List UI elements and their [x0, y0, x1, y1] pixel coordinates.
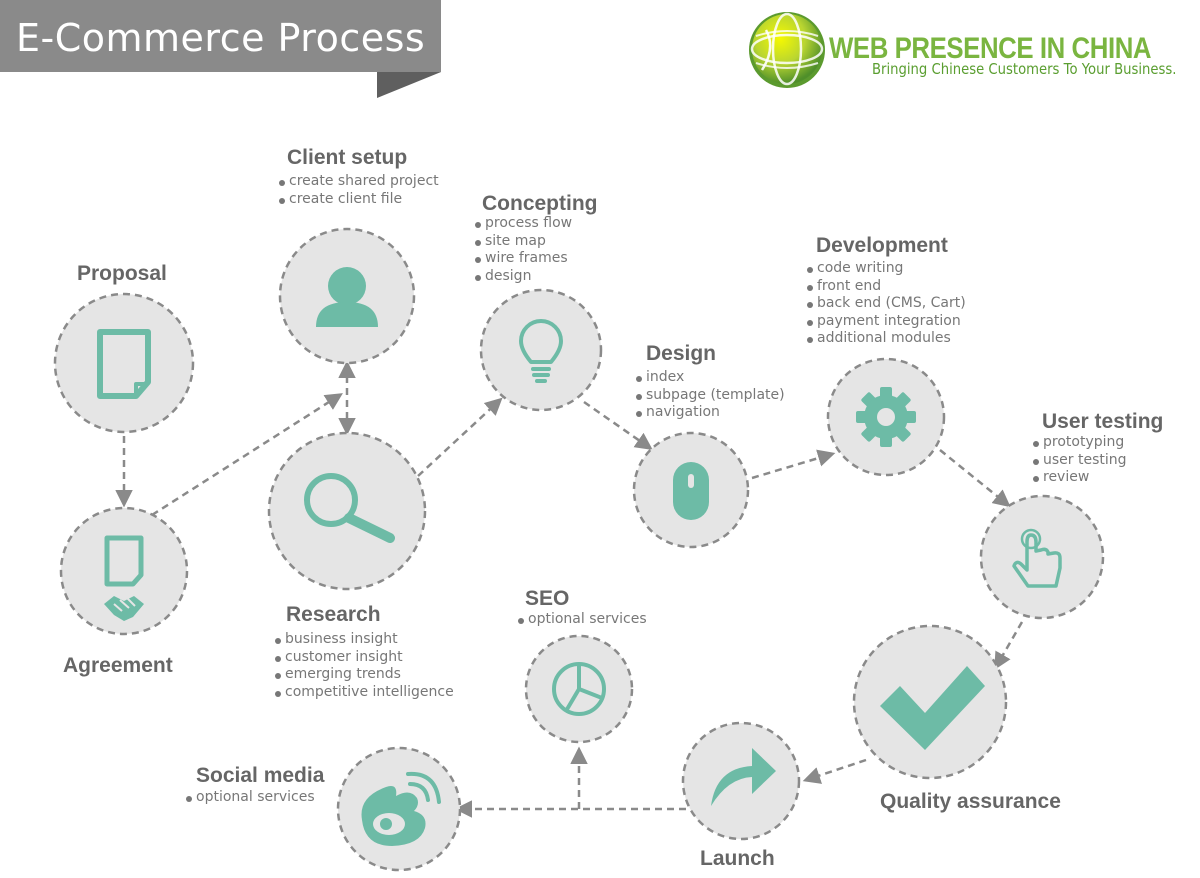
document-icon	[97, 329, 151, 399]
list-item: user testing	[1033, 452, 1127, 470]
research-title: Research	[286, 603, 381, 626]
design-title: Design	[646, 342, 717, 365]
list-item: review	[1033, 469, 1127, 487]
connector-qa-launch	[802, 758, 867, 784]
agreement-circle	[59, 506, 189, 636]
header-banner	[0, 0, 441, 72]
seo-title: SEO	[525, 587, 570, 610]
list-item: optional services	[186, 789, 315, 807]
user-testing-circle	[979, 494, 1105, 620]
design-list: index subpage (template) navigation	[636, 369, 785, 422]
list-item: front end	[807, 278, 966, 296]
social-media-title: Social media	[196, 764, 325, 787]
gear-icon	[856, 387, 916, 447]
list-item: code writing	[807, 260, 966, 278]
checkmark-icon	[880, 666, 985, 750]
logo-name: WEB PRESENCE IN CHINA	[829, 32, 1152, 65]
list-item: payment integration	[807, 313, 966, 331]
concepting-circle	[479, 288, 603, 412]
quality-assurance-title: Quality assurance	[880, 790, 1061, 813]
user-testing-title: User testing	[1042, 410, 1164, 433]
launch-circle	[681, 721, 801, 841]
connector-design-development	[751, 449, 836, 480]
header-banner-fold	[377, 72, 441, 98]
list-item: process flow	[475, 215, 572, 233]
proposal-circle	[53, 292, 195, 434]
quality-assurance-circle	[852, 624, 1008, 780]
list-item: subpage (template)	[636, 387, 785, 405]
concepting-list: process flow site map wire frames design	[475, 215, 572, 285]
globe-logo-icon	[749, 12, 825, 88]
research-list: business insight customer insight emergi…	[275, 631, 454, 701]
list-item: index	[636, 369, 785, 387]
concepting-title: Concepting	[482, 192, 598, 215]
list-item: optional services	[518, 611, 647, 629]
pointer-hand-icon	[1012, 528, 1062, 588]
user-testing-list: prototyping user testing review	[1033, 434, 1127, 487]
share-arrow-icon	[711, 748, 776, 806]
research-circle	[267, 431, 427, 591]
connector-research-concepting	[417, 397, 503, 477]
list-item: back end (CMS, Cart)	[807, 295, 966, 313]
list-item: design	[475, 268, 572, 286]
weibo-icon	[361, 771, 441, 846]
client-setup-title: Client setup	[287, 146, 408, 169]
connector-user-testing-qa	[994, 621, 1024, 671]
list-item: site map	[475, 233, 572, 251]
connector-concepting-design	[583, 400, 653, 451]
logo: WEB PRESENCE IN CHINA Bringing Chinese C…	[746, 8, 1186, 92]
list-item: business insight	[275, 631, 454, 649]
connector-development-user-testing	[939, 449, 1011, 508]
social-media-list: optional services	[186, 789, 315, 807]
proposal-title: Proposal	[77, 262, 167, 285]
list-item: additional modules	[807, 330, 966, 348]
lightbulb-icon	[519, 319, 563, 383]
connector-agreement-client-setup	[151, 393, 343, 517]
seo-list: optional services	[518, 611, 647, 629]
list-item: customer insight	[275, 649, 454, 667]
launch-title: Launch	[700, 847, 775, 870]
page-title: E-Commerce Process	[16, 16, 426, 60]
list-item: competitive intelligence	[275, 684, 454, 702]
client-setup-list: create shared project create client file	[279, 173, 439, 208]
user-icon	[316, 267, 378, 327]
development-list: code writing front end back end (CMS, Ca…	[807, 260, 966, 348]
development-title: Development	[816, 234, 948, 257]
list-item: wire frames	[475, 250, 572, 268]
mouse-icon	[673, 462, 709, 520]
logo-tagline: Bringing Chinese Customers To Your Busin…	[872, 60, 1177, 78]
list-item: emerging trends	[275, 666, 454, 684]
magnifier-icon	[304, 473, 395, 543]
list-item: create shared project	[279, 173, 439, 191]
agreement-title: Agreement	[63, 654, 173, 677]
list-item: create client file	[279, 191, 439, 209]
pie-chart-icon	[552, 662, 606, 716]
handshake-document-icon	[104, 535, 144, 621]
list-item: prototyping	[1033, 434, 1127, 452]
list-item: navigation	[636, 404, 785, 422]
